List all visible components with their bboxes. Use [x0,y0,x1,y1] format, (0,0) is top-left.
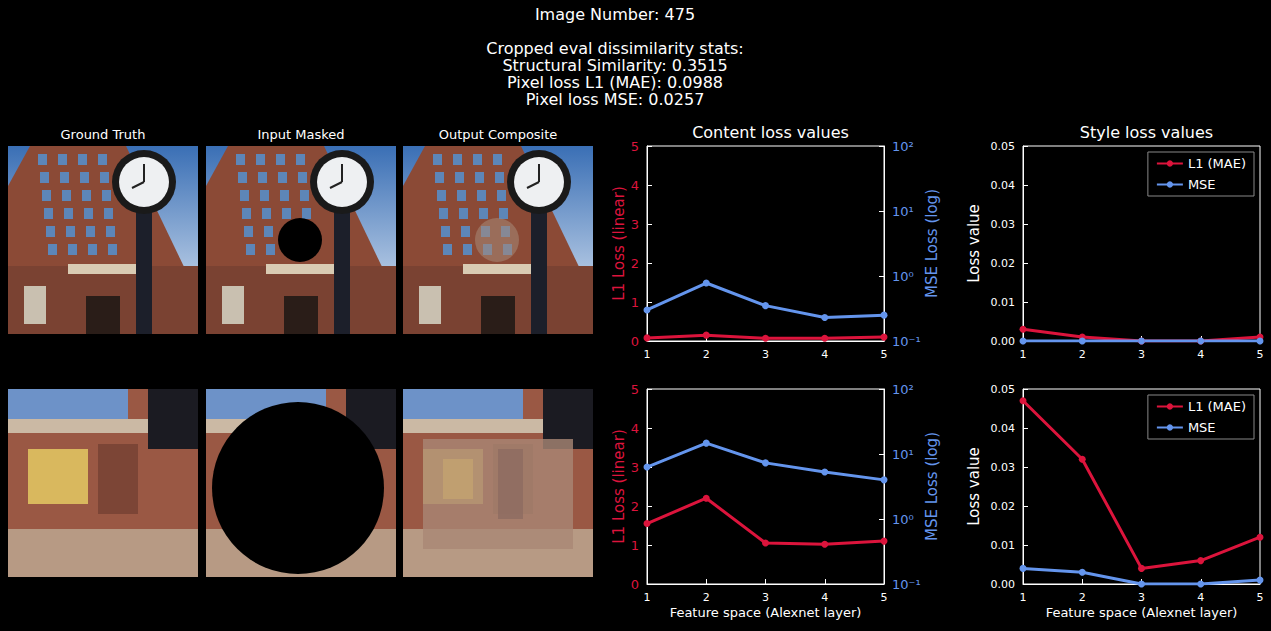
svg-text:Content loss values: Content loss values [692,123,849,142]
svg-text:Feature space (Alexnet layer): Feature space (Alexnet layer) [1046,605,1238,620]
svg-text:2: 2 [1079,348,1086,361]
html-text:Pixel loss L1 (MAE): 0.0988: Pixel loss L1 (MAE): 0.0988 [507,73,723,92]
svg-text:5: 5 [881,348,888,361]
svg-text:0.00: 0.00 [991,335,1016,348]
svg-text:0.02: 0.02 [991,500,1016,513]
svg-text:0.03: 0.03 [991,461,1016,474]
svg-text:4: 4 [821,591,828,604]
svg-text:MSE: MSE [1188,177,1216,192]
svg-text:1: 1 [644,591,651,604]
svg-text:0: 0 [631,577,639,592]
svg-text:0.01: 0.01 [991,296,1016,309]
svg-text:2: 2 [631,499,639,514]
svg-text:L1 (MAE): L1 (MAE) [1188,156,1246,171]
svg-text:5: 5 [881,591,888,604]
svg-text:0.03: 0.03 [991,218,1016,231]
html-text:Output Composite: Output Composite [438,127,558,142]
svg-text:L1 (MAE): L1 (MAE) [1188,399,1246,414]
svg-text:10⁰: 10⁰ [892,269,914,284]
html-text:Cropped eval dissimilarity sta: Cropped eval dissimilarity stats: [486,39,744,58]
svg-text:L1 Loss (linear): L1 Loss (linear) [610,429,628,543]
svg-text:MSE Loss (log): MSE Loss (log) [923,189,941,298]
svg-text:0.01: 0.01 [991,539,1016,552]
svg-text:0.00: 0.00 [991,578,1016,591]
svg-text:5: 5 [631,382,639,397]
svg-text:2: 2 [1079,591,1086,604]
svg-text:5: 5 [1257,591,1264,604]
svg-text:0: 0 [631,334,639,349]
html-text:Image Number: 475: Image Number: 475 [534,5,696,24]
svg-text:10⁻¹: 10⁻¹ [892,577,921,592]
html-text:Structural Similarity: 0.3515: Structural Similarity: 0.3515 [502,56,728,75]
svg-text:3: 3 [762,591,769,604]
svg-text:2: 2 [631,256,639,271]
svg-text:3: 3 [631,460,639,475]
svg-text:MSE: MSE [1188,420,1216,435]
svg-text:4: 4 [1197,348,1204,361]
svg-text:4: 4 [631,421,639,436]
svg-text:1: 1 [1020,348,1027,361]
svg-text:5: 5 [1257,348,1264,361]
svg-text:1: 1 [1020,591,1027,604]
svg-text:Feature space (Alexnet layer): Feature space (Alexnet layer) [670,605,862,620]
svg-text:4: 4 [821,348,828,361]
svg-text:10⁰: 10⁰ [892,512,914,527]
svg-text:4: 4 [1197,591,1204,604]
html-text:Ground Truth: Ground Truth [60,127,146,142]
svg-text:1: 1 [631,295,639,310]
svg-text:1: 1 [644,348,651,361]
svg-text:10²: 10² [892,139,914,154]
svg-text:Loss value: Loss value [965,204,983,283]
svg-text:10¹: 10¹ [892,204,914,219]
svg-text:0.05: 0.05 [991,383,1016,396]
svg-text:3: 3 [1138,348,1145,361]
svg-text:Loss value: Loss value [965,447,983,526]
svg-text:3: 3 [762,348,769,361]
svg-text:0.05: 0.05 [991,140,1016,153]
svg-text:0.04: 0.04 [991,179,1016,192]
svg-text:0.02: 0.02 [991,257,1016,270]
svg-text:10¹: 10¹ [892,447,914,462]
svg-text:5: 5 [631,139,639,154]
html-text:Input Masked: Input Masked [257,127,345,142]
svg-text:2: 2 [703,348,710,361]
html-text:Pixel loss MSE: 0.0257: Pixel loss MSE: 0.0257 [525,90,705,109]
svg-text:1: 1 [631,538,639,553]
svg-text:3: 3 [631,217,639,232]
svg-text:0.04: 0.04 [991,422,1016,435]
svg-text:10²: 10² [892,382,914,397]
svg-text:2: 2 [703,591,710,604]
svg-text:3: 3 [1138,591,1145,604]
svg-text:MSE Loss (log): MSE Loss (log) [923,432,941,541]
svg-text:10⁻¹: 10⁻¹ [892,334,921,349]
svg-text:4: 4 [631,178,639,193]
svg-text:L1 Loss (linear): L1 Loss (linear) [610,186,628,300]
svg-text:Style loss values: Style loss values [1080,123,1213,142]
